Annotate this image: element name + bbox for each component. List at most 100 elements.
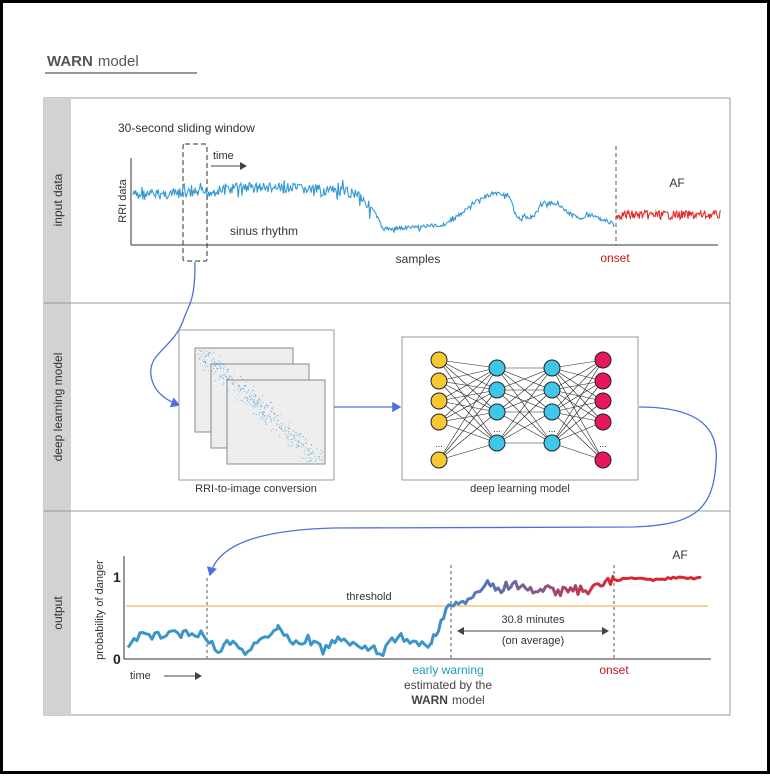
image-dot [219,363,221,366]
image-dot [262,412,264,414]
image-dot [271,401,273,403]
image-dot [279,427,281,429]
image-dot [223,381,225,384]
warn-model-name: WARN [411,693,448,707]
network-edge [438,367,498,423]
network-edges [438,359,604,461]
image-dot [294,437,296,439]
image-dot [310,453,313,455]
image-dot [309,451,311,453]
image-dot [279,436,281,439]
image-dot [307,447,309,449]
image-dot [291,439,293,441]
deep-learning-panel: RRI-to-image conversion ... ... ... ... … [150,261,717,577]
image-dot [237,394,239,396]
image-dot [211,353,213,355]
image-dot [280,413,282,415]
image-dot [263,411,265,413]
image-dot [306,460,308,462]
image-dot [214,363,216,365]
network-edge [551,389,604,423]
image-dot [308,449,310,451]
image-dot [321,460,323,462]
image-dot [322,458,324,461]
image-dot [213,360,216,363]
time-label: time [213,150,234,162]
image-dot [258,414,260,416]
image-dot [205,359,207,361]
network-edge [438,359,498,413]
title-bold: WARN [47,53,93,70]
image-dot [247,398,249,400]
image-dot [278,423,280,426]
image-dot [240,375,242,377]
image-dot [262,414,265,416]
network-edge [496,411,553,444]
image-dot [222,377,224,379]
image-dot [254,402,256,404]
samples-label: samples [396,252,441,266]
image-dot [219,355,221,357]
image-dot [207,365,209,367]
image-dot [226,389,228,391]
image-dot [219,366,221,368]
image-dot [297,440,299,443]
image-dot [261,413,264,415]
image-dot [201,353,203,355]
model-label: deep learning model [470,483,570,495]
image-dot [209,353,211,355]
image-dot [257,399,260,401]
network-node [430,451,448,469]
image-dot [227,378,229,380]
image-dot [248,401,250,404]
image-dot [220,362,223,364]
network-edge [496,389,553,444]
network-edge [551,367,604,402]
image-dot [241,378,243,380]
image-dot [255,413,257,415]
image-dot [291,441,293,443]
network-nodes [430,351,612,469]
image-dot [223,374,225,376]
image-dot [222,367,224,369]
model-to-output-arrow [206,406,717,577]
tick-label-1: 1 [113,569,121,585]
image-dot [280,425,282,427]
network-node [594,451,612,469]
image-dot [215,370,217,372]
network-edge [438,411,498,423]
image-dot [281,427,283,429]
image-dot [274,416,276,418]
network-node [543,403,561,421]
image-dot [280,428,283,431]
image-dot [216,367,218,370]
image-dot [263,415,265,417]
image-dot [293,436,295,438]
image-dot [197,353,200,355]
title-rest: model [98,53,139,70]
image-dot [276,424,278,426]
image-dot [270,430,272,432]
image-dot [226,377,228,379]
ellipsis-layer-3: ... [548,424,556,434]
input-data-panel: 30-second sliding window time RRI data A… [117,121,722,266]
image-dot [246,391,248,393]
image-dot [231,376,233,378]
image-dot [305,442,307,444]
image-dot [260,406,262,408]
image-dot [261,416,263,418]
network-edge [496,389,553,413]
image-dot [209,364,211,366]
image-dot [279,422,282,424]
image-dot [246,400,248,402]
image-dot [237,388,239,390]
image-dot [225,376,228,378]
image-dot [298,434,300,436]
image-dot [211,370,213,372]
image-dot [310,444,312,446]
image-dot [227,390,230,392]
image-dot [300,433,302,435]
image-dot [199,358,201,360]
image-dot [279,426,281,428]
image-dot [252,390,254,392]
